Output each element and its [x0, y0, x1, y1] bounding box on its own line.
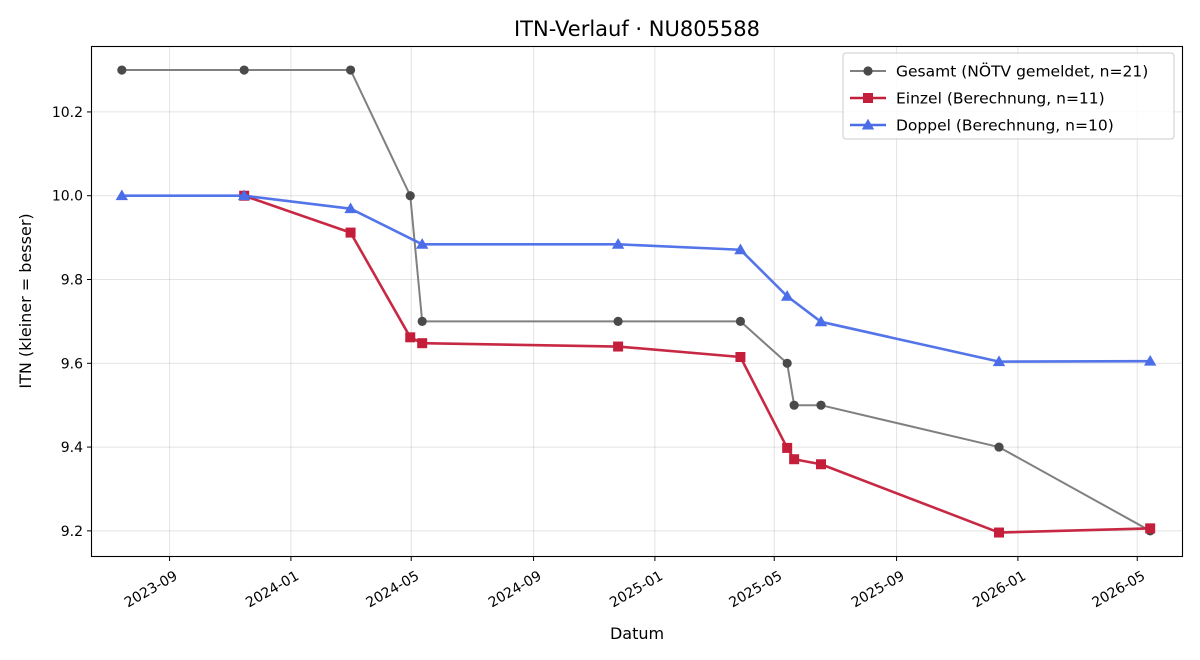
data-point	[417, 316, 427, 326]
data-point	[735, 316, 746, 326]
data-point	[814, 315, 828, 327]
data-point	[994, 527, 1005, 538]
legend-marker	[863, 93, 873, 103]
data-point	[1145, 523, 1156, 534]
data-point	[815, 459, 826, 470]
legend-marker	[863, 66, 873, 76]
data-point	[405, 332, 416, 343]
y-tick-label: 10.2	[52, 105, 83, 121]
data-point	[237, 189, 251, 201]
y-tick-label: 10.0	[52, 189, 83, 205]
data-point	[405, 191, 415, 201]
data-point	[613, 341, 624, 352]
data-point	[789, 400, 799, 410]
data-point	[417, 338, 428, 349]
y-tick-label: 9.4	[61, 440, 83, 456]
data-point	[816, 400, 826, 410]
plot-frame	[90, 45, 1184, 558]
data-point	[780, 290, 794, 301]
y-tick-label: 9.6	[61, 356, 83, 372]
y-axis: 9.2 9.4 9.6 9.8 10.0 10.2	[52, 105, 92, 540]
legend-marker	[861, 118, 875, 130]
data-point	[115, 189, 129, 201]
series-2	[115, 189, 1157, 367]
data-point	[415, 238, 429, 249]
data-point	[994, 442, 1004, 452]
data-point	[613, 316, 623, 326]
data-point	[344, 202, 357, 214]
data-point	[789, 454, 800, 465]
legend-item: Einzel (Berechnung, n=11)	[850, 90, 1105, 108]
legend: Gesamt (NÖTV gemeldet, n=21) Einzel (Bere…	[842, 52, 1175, 140]
data-point	[611, 238, 625, 249]
data-point	[782, 442, 793, 453]
data-point	[345, 65, 356, 75]
y-tick-label: 9.2	[61, 524, 83, 540]
y-tick-label: 9.8	[61, 273, 83, 289]
data-point	[734, 243, 747, 255]
legend-item: Gesamt (NÖTV gemeldet, n=21)	[850, 62, 1148, 81]
data-point	[992, 355, 1006, 367]
legend-label: Gesamt (NÖTV gemeldet, n=21)	[896, 62, 1148, 81]
chart-title: ITN-Verlauf · NU805588	[514, 17, 760, 41]
series-layer	[115, 65, 1157, 538]
y-axis-label: ITN (kleiner = besser)	[16, 213, 35, 388]
legend-box	[842, 52, 1175, 140]
series-line	[121, 69, 1151, 532]
x-axis-label: Datum	[610, 624, 664, 643]
data-point	[1143, 354, 1157, 366]
data-point	[239, 65, 249, 75]
legend-item: Doppel (Berechnung, n=10)	[850, 117, 1114, 135]
legend-label: Doppel (Berechnung, n=10)	[896, 117, 1114, 135]
data-point	[345, 227, 356, 238]
data-point	[117, 65, 127, 75]
data-point	[735, 352, 746, 363]
data-point	[782, 358, 792, 368]
legend-label: Einzel (Berechnung, n=11)	[896, 90, 1105, 108]
series-line	[121, 194, 1151, 363]
